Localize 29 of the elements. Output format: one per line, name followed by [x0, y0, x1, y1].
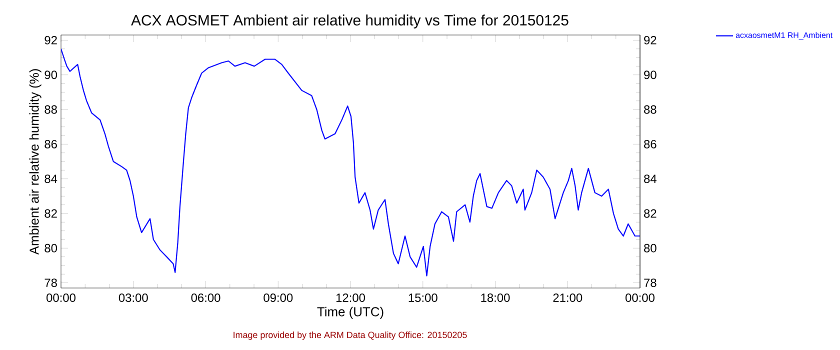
x-tick-label: 21:00 [553, 294, 582, 302]
y2-tick-label: 92 [644, 36, 656, 44]
y-tick-label: 92 [44, 36, 57, 44]
y-tick-label: 86 [44, 140, 57, 148]
y2-tick-label: 90 [644, 70, 656, 80]
x-tick-label: 06:00 [191, 294, 220, 302]
x-tick-label: 00:00 [626, 294, 655, 302]
x-tick-label: 12:00 [336, 294, 365, 302]
y-tick-label: 80 [44, 244, 58, 252]
y2-tick-label: 82 [644, 209, 656, 218]
chart-title: ACX AOSMET Ambient air relative humidity vs Time for 20150125 [131, 14, 568, 28]
y2-tick-label: 88 [644, 105, 656, 114]
y2-tick-label: 84 [644, 174, 656, 184]
y-axis-title: Ambient air relative humidity (%) [29, 69, 42, 255]
y2-tick-label: 86 [644, 140, 656, 148]
text: Image provided by the ARM Data Quality Office: 20150205 [234, 332, 467, 340]
x-tick-label: 03:00 [118, 294, 148, 302]
x-tick-label: 09:00 [264, 294, 293, 302]
y-tick-label: 88 [44, 105, 57, 114]
x-axis-title: Time (UTC) [317, 306, 384, 319]
y-tick-label: 84 [44, 174, 58, 184]
x-tick-label: 15:00 [408, 294, 438, 302]
x-tick-label: 18:00 [481, 294, 510, 302]
y-tick-label: 90 [44, 70, 58, 80]
y-tick-label: 82 [44, 209, 57, 218]
y-tick-label: 78 [44, 278, 57, 288]
x-tick-label: 00:00 [46, 294, 76, 302]
y2-tick-label: 80 [644, 244, 656, 252]
y2-tick-label: 78 [644, 278, 656, 288]
